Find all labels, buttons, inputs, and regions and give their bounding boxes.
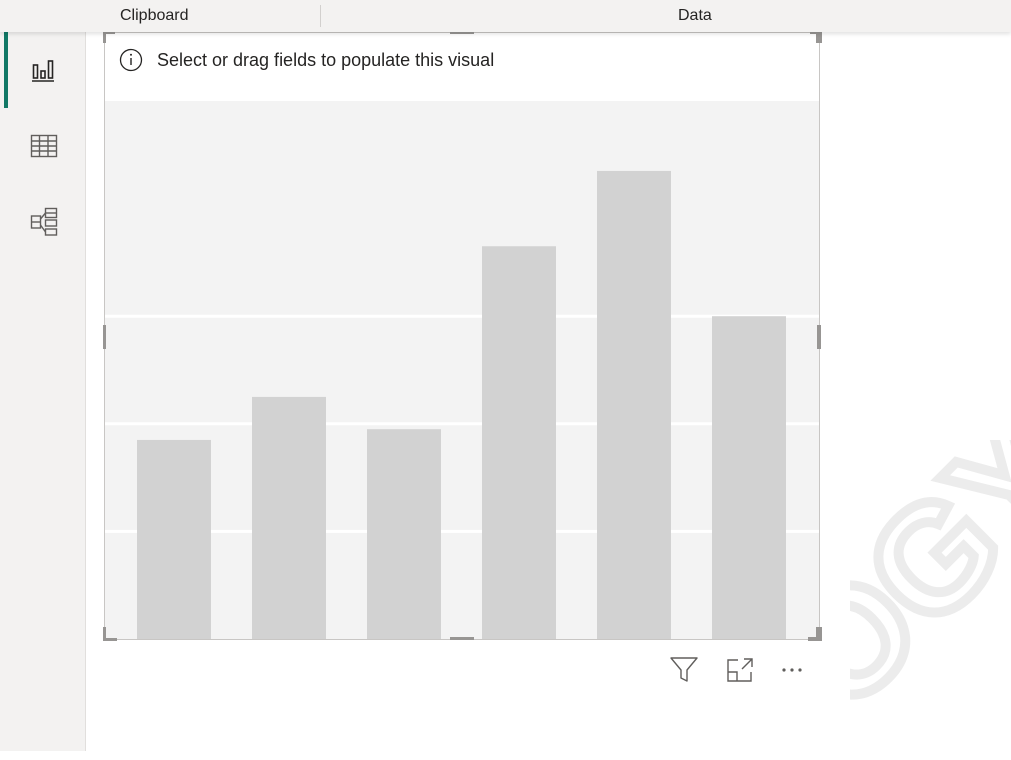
info-icon xyxy=(119,48,143,72)
resize-handle-top-right[interactable] xyxy=(816,31,822,43)
resize-handle-left[interactable] xyxy=(103,325,106,349)
resize-handle-bottom-right-h[interactable] xyxy=(808,637,822,641)
report-view-icon xyxy=(32,60,54,82)
placeholder-bar-1 xyxy=(137,439,211,639)
ribbon-group-labels: Clipboard Data xyxy=(0,0,1011,32)
column-chart-visual[interactable]: Select or drag fields to populate this v… xyxy=(103,31,822,641)
view-switcher-rail xyxy=(0,32,86,751)
focus-mode-button[interactable] xyxy=(720,650,760,690)
empty-visual-hint: Select or drag fields to populate this v… xyxy=(105,33,819,101)
placeholder-column-chart xyxy=(105,170,819,639)
resize-handle-bottom-left-h[interactable] xyxy=(103,638,117,641)
table-view-icon xyxy=(30,134,58,158)
more-options-button[interactable] xyxy=(772,650,812,690)
model-view-button[interactable] xyxy=(0,184,86,260)
resize-handle-top-right-h[interactable] xyxy=(810,31,822,34)
resize-handle-top-left-h[interactable] xyxy=(103,31,115,34)
ribbon-group-divider xyxy=(320,5,321,27)
resize-handle-top[interactable] xyxy=(450,31,474,34)
filter-button[interactable] xyxy=(664,650,704,690)
placeholder-bar-4 xyxy=(482,246,556,639)
placeholder-chart-area xyxy=(105,101,819,639)
model-view-icon xyxy=(30,207,58,236)
resize-handle-bottom-right[interactable] xyxy=(816,627,822,641)
more-options-icon xyxy=(782,668,802,672)
active-view-indicator xyxy=(4,32,8,108)
resize-handle-bottom[interactable] xyxy=(450,637,474,640)
focus-mode-icon xyxy=(727,658,753,682)
hint-text: Select or drag fields to populate this v… xyxy=(157,50,495,70)
table-view-button[interactable] xyxy=(0,108,86,184)
placeholder-bar-2 xyxy=(252,396,326,639)
resize-handle-top-left[interactable] xyxy=(103,31,106,43)
resize-handle-bottom-left[interactable] xyxy=(103,627,106,641)
ribbon-group-clipboard-label: Clipboard xyxy=(120,7,189,24)
ribbon-group-data-label: Data xyxy=(678,7,712,24)
resize-handle-right[interactable] xyxy=(817,325,821,349)
report-view-button[interactable] xyxy=(0,32,86,108)
placeholder-bar-5 xyxy=(597,170,671,639)
filter-icon xyxy=(670,657,698,682)
placeholder-bar-3 xyxy=(367,429,441,639)
visual-header-toolbar xyxy=(664,650,814,690)
placeholder-bar-6 xyxy=(712,316,786,639)
